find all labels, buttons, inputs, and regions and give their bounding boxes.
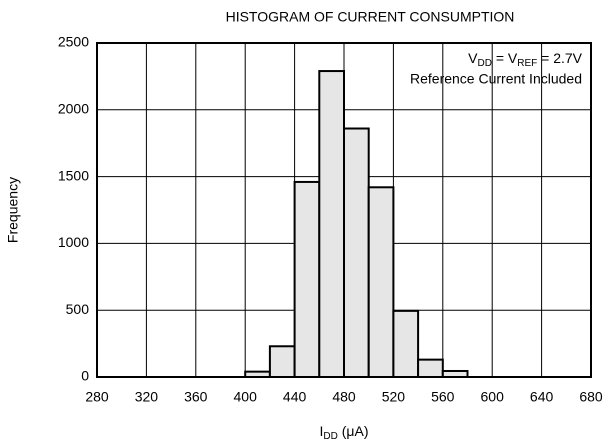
annotation-part: = V xyxy=(492,50,518,66)
annotation: VDD = VREF = 2.7V xyxy=(468,50,583,69)
y-axis-label: Frequency xyxy=(5,177,21,243)
x-tick-label: 440 xyxy=(283,389,307,405)
y-tick-label: 1500 xyxy=(58,167,89,183)
x-tick-label: 480 xyxy=(332,389,356,405)
chart-title: HISTOGRAM OF CURRENT CONSUMPTION xyxy=(226,9,515,25)
annotation-sub: DD xyxy=(477,58,491,69)
bar xyxy=(367,186,395,378)
y-tick-label: 2000 xyxy=(58,101,89,117)
x-tick-label: 360 xyxy=(184,389,208,405)
x-tick-label: 400 xyxy=(234,389,258,405)
bar xyxy=(417,358,444,378)
bar xyxy=(392,309,420,379)
bar xyxy=(318,70,345,378)
x-tick-label: 560 xyxy=(431,389,455,405)
y-tick-label: 0 xyxy=(81,368,89,384)
y-tick-label: 1000 xyxy=(58,234,89,250)
annotation-sub: REF xyxy=(517,58,537,69)
x-tick-label: 520 xyxy=(382,389,406,405)
annotation-part: V xyxy=(468,50,478,66)
x-label-part: (μA) xyxy=(338,423,369,439)
x-axis-label: IDD (μA) xyxy=(320,423,369,442)
annotation: Reference Current Included xyxy=(410,71,582,87)
x-tick-label: 680 xyxy=(579,389,603,405)
bar xyxy=(343,127,370,378)
x-tick-label: 320 xyxy=(135,389,159,405)
y-tick-label: 2500 xyxy=(58,34,89,50)
x-tick-label: 640 xyxy=(530,389,554,405)
bar xyxy=(268,345,296,379)
x-tick-label: 600 xyxy=(481,389,505,405)
bar xyxy=(293,180,321,378)
x-tick-label: 280 xyxy=(85,389,109,405)
annotation-part: = 2.7V xyxy=(537,50,582,66)
y-tick-label: 500 xyxy=(66,301,90,317)
x-label-sub: DD xyxy=(323,431,337,442)
x-label-part: I xyxy=(320,423,324,439)
plot-frame xyxy=(96,42,592,378)
